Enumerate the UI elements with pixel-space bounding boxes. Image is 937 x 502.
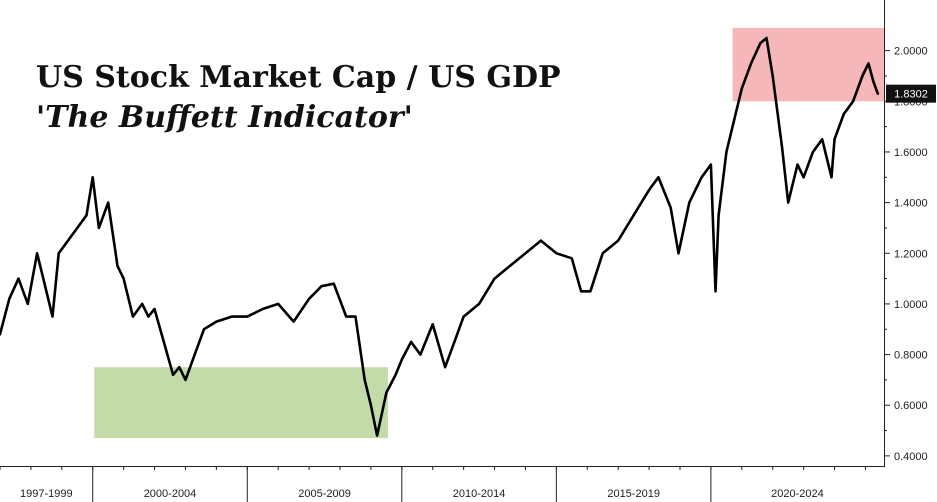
x-axis: 1997-1999 2000-2004 2005-2009 2010-2014 2015… [0, 466, 885, 502]
x-tick-label: 2010-2014 [453, 488, 506, 500]
y-tick-label: 0.8000 [894, 350, 928, 362]
series-group [0, 36, 880, 437]
highlight-regions [94, 27, 884, 439]
x-tick-label: 2005-2009 [298, 488, 351, 500]
last-value-badge [886, 84, 936, 103]
y-tick-label: 0.4000 [894, 451, 928, 463]
y-tick-label: 1.4000 [894, 198, 928, 210]
highlight-region-1 [732, 27, 884, 102]
highlight-region-0 [94, 367, 388, 439]
chart-title: US Stock Market Cap / US GDP [36, 60, 561, 95]
y-axis: 0.4000 0.6000 0.8000 1.0000 1.2000 1.4000 1.60… [884, 0, 936, 466]
y-tick-label: 2.0000 [894, 46, 928, 58]
y-tick-label: 1.2000 [894, 248, 928, 260]
y-tick-label: 1.6000 [894, 147, 928, 159]
x-tick-label: 2000-2004 [144, 488, 197, 500]
x-tick-label: 2015-2019 [607, 488, 660, 500]
x-tick-label: 1997-1999 [20, 488, 73, 500]
x-tick-label: 2020-2024 [771, 488, 824, 500]
last-value-label: 1.8302 [894, 89, 928, 101]
series-line-0 [0, 36, 880, 437]
chart-subtitle: 'The Buffett Indicator' [36, 100, 413, 135]
y-tick-label: 0.6000 [894, 400, 928, 412]
y-tick-label: 1.0000 [894, 299, 928, 311]
